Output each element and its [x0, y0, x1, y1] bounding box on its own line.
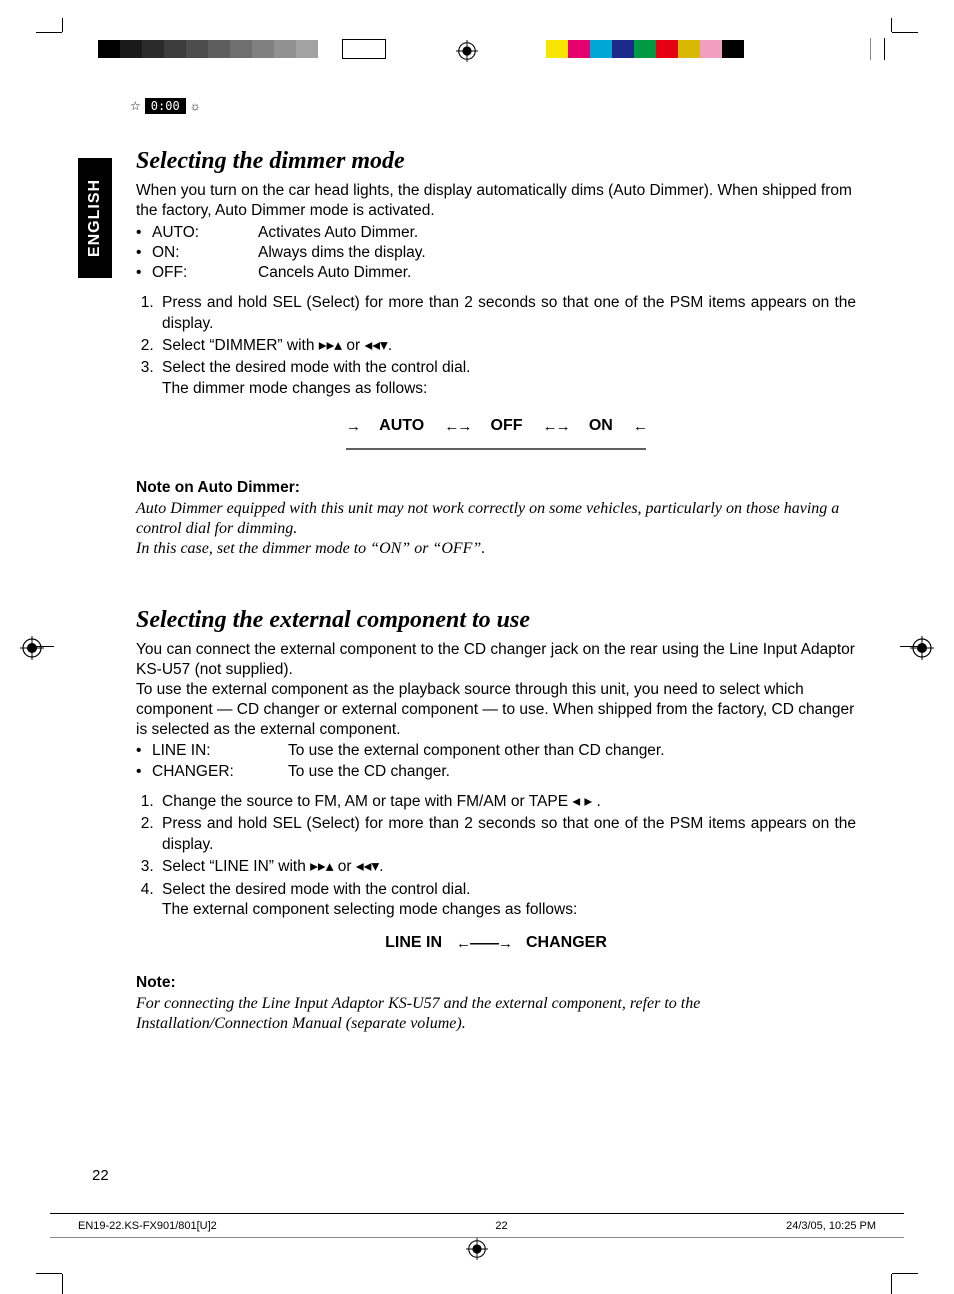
- option-value: Cancels Auto Dimmer.: [258, 263, 411, 283]
- swatch: [546, 40, 568, 58]
- swatch: [590, 40, 612, 58]
- star-icon: ☆: [130, 99, 141, 113]
- bullet-icon: •: [136, 243, 152, 263]
- section1-note-body: Auto Dimmer equipped with this unit may …: [136, 499, 856, 559]
- section1-options: •AUTO:Activates Auto Dimmer.•ON:Always d…: [136, 223, 856, 283]
- step-item: Select “DIMMER” with ▸▸▴ or ◂◂▾.: [158, 336, 856, 356]
- swatch: [568, 40, 590, 58]
- footer-rule: [50, 1213, 904, 1214]
- section2-intro: You can connect the external component t…: [136, 640, 856, 739]
- swatch: [98, 40, 120, 58]
- gray-swatches: [98, 40, 318, 58]
- swatch: [634, 40, 656, 58]
- section2-options: •LINE IN:To use the external component o…: [136, 741, 856, 781]
- footer-center: 22: [495, 1220, 507, 1232]
- swatch: [252, 40, 274, 58]
- option-key: LINE IN:: [152, 741, 288, 761]
- cycle-item: CHANGER: [526, 934, 607, 952]
- step-item: Press and hold SEL (Select) for more tha…: [158, 293, 856, 334]
- swatch: [120, 40, 142, 58]
- step-item: Change the source to FM, AM or tape with…: [158, 792, 856, 812]
- option-row: •ON:Always dims the display.: [136, 243, 856, 263]
- swatch: [656, 40, 678, 58]
- dimmer-cycle-diagram: → AUTO ←→ OFF ←→ ON ←: [346, 417, 646, 451]
- option-row: •LINE IN:To use the external component o…: [136, 741, 856, 761]
- swatch: [296, 40, 318, 58]
- registration-mark-bottom-icon: [466, 1238, 488, 1260]
- arrow-both-icon: ←→: [543, 418, 569, 435]
- section2-title: Selecting the external component to use: [136, 607, 856, 634]
- swatch: [208, 40, 230, 58]
- step-item: Press and hold SEL (Select) for more tha…: [158, 814, 856, 855]
- step-item: Select the desired mode with the control…: [158, 880, 856, 921]
- page-header-badge: ☆ 0:00 ☼: [130, 98, 201, 114]
- option-row: •AUTO:Activates Auto Dimmer.: [136, 223, 856, 243]
- arrow-both-icon: ←→: [444, 418, 470, 435]
- bullet-icon: •: [136, 762, 152, 782]
- option-key: AUTO:: [152, 223, 258, 243]
- option-value: Always dims the display.: [258, 243, 426, 263]
- cycle-item: OFF: [491, 417, 523, 435]
- section2-note-body: For connecting the Line Input Adaptor KS…: [136, 994, 856, 1034]
- section2-note-head: Note:: [136, 974, 856, 992]
- footer-right: 24/3/05, 10:25 PM: [786, 1220, 876, 1232]
- language-tab: ENGLISH: [78, 158, 112, 278]
- option-key: CHANGER:: [152, 762, 288, 782]
- section1-intro: When you turn on the car head lights, th…: [136, 181, 856, 221]
- section1-note-head: Note on Auto Dimmer:: [136, 479, 856, 497]
- option-value: Activates Auto Dimmer.: [258, 223, 418, 243]
- arrow-both-long-icon: ←——→: [456, 935, 512, 952]
- option-key: OFF:: [152, 263, 258, 283]
- arrow-right-icon: →: [346, 418, 359, 435]
- option-row: •CHANGER:To use the CD changer.: [136, 762, 856, 782]
- option-row: •OFF:Cancels Auto Dimmer.: [136, 263, 856, 283]
- white-swatch: [342, 39, 386, 59]
- swatch: [700, 40, 722, 58]
- swatch: [164, 40, 186, 58]
- cycle-item: ON: [589, 417, 613, 435]
- option-value: To use the CD changer.: [288, 762, 450, 782]
- page-content: Selecting the dimmer mode When you turn …: [136, 148, 856, 1034]
- footer-slug: EN19-22.KS-FX901/801[U]2 22 24/3/05, 10:…: [78, 1220, 876, 1232]
- registration-mark-icon: [456, 40, 478, 62]
- option-key: ON:: [152, 243, 258, 263]
- step-item: Select “LINE IN” with ▸▸▴ or ◂◂▾.: [158, 857, 856, 877]
- section2-steps: Change the source to FM, AM or tape with…: [158, 792, 856, 921]
- cycle-item: LINE IN: [385, 934, 442, 952]
- swatch: [274, 40, 296, 58]
- sun-icon: ☼: [190, 99, 201, 113]
- bullet-icon: •: [136, 263, 152, 283]
- external-cycle-diagram: LINE IN ←——→ CHANGER: [366, 934, 626, 952]
- language-tab-label: ENGLISH: [86, 179, 104, 257]
- swatch: [230, 40, 252, 58]
- section1-steps: Press and hold SEL (Select) for more tha…: [158, 293, 856, 399]
- cycle-item: AUTO: [379, 417, 424, 435]
- swatch: [722, 40, 744, 58]
- page-number: 22: [92, 1167, 109, 1184]
- swatch: [678, 40, 700, 58]
- option-value: To use the external component other than…: [288, 741, 665, 761]
- swatch: [612, 40, 634, 58]
- clock-badge: 0:00: [145, 98, 186, 114]
- registration-mark-left-icon: [20, 636, 44, 660]
- footer-left: EN19-22.KS-FX901/801[U]2: [78, 1220, 217, 1232]
- arrow-left-icon: ←: [633, 418, 646, 435]
- printer-reg-top: [0, 18, 954, 58]
- registration-mark-right-icon: [910, 636, 934, 660]
- swatch: [186, 40, 208, 58]
- step-item: Select the desired mode with the control…: [158, 358, 856, 399]
- color-swatches: [546, 40, 744, 58]
- swatch: [142, 40, 164, 58]
- bullet-icon: •: [136, 741, 152, 761]
- bullet-icon: •: [136, 223, 152, 243]
- section1-title: Selecting the dimmer mode: [136, 148, 856, 175]
